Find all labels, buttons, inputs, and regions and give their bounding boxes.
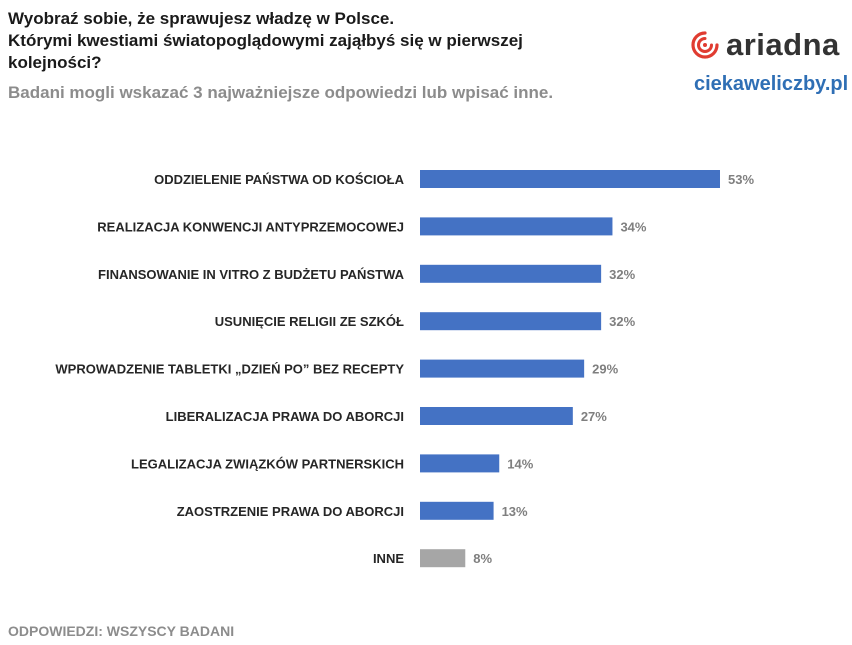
- value-label: 13%: [502, 504, 528, 519]
- value-label: 34%: [620, 219, 646, 234]
- category-label: REALIZACJA KONWENCJI ANTYPRZEMOCOWEJ: [97, 219, 404, 234]
- category-label: ZAOSTRZENIE PRAWA DO ABORCJI: [177, 504, 404, 519]
- value-label: 29%: [592, 362, 618, 377]
- bar: [420, 170, 720, 188]
- bar: [420, 454, 500, 473]
- bar: [420, 312, 602, 331]
- category-label: USUNIĘCIE RELIGII ZE SZKÓŁ: [215, 314, 404, 329]
- chart-title-line: Którymi kwestiami światopoglądowymi zają…: [8, 31, 523, 50]
- chart-title-line: kolejności?: [8, 53, 102, 72]
- bar-chart: ODDZIELENIE PAŃSTWA OD KOŚCIOŁA 53% REALIZ…: [55, 170, 754, 568]
- value-label: 8%: [473, 551, 492, 566]
- bar: [420, 549, 466, 568]
- bar: [420, 217, 613, 236]
- category-label: INNE: [373, 551, 404, 566]
- chart-subtitle: Badani mogli wskazać 3 najważniejsze odp…: [8, 83, 554, 102]
- chart-title: Wyobraź sobie, że sprawujesz władzę w Po…: [8, 8, 648, 74]
- value-label: 27%: [581, 409, 607, 424]
- value-label: 32%: [609, 314, 635, 329]
- bar: [420, 501, 494, 520]
- site-name: ciekaweliczby.pl: [694, 73, 849, 95]
- chart-title-line: Wyobraź sobie, że sprawujesz władzę w Po…: [8, 9, 395, 28]
- bar: [420, 264, 602, 283]
- bar: [420, 359, 585, 378]
- category-label: WPROWADZENIE TABLETKI „DZIEŃ PO” BEZ REC…: [55, 362, 404, 377]
- base-note: ODPOWIEDZI: WSZYSCY BADANI: [8, 623, 235, 639]
- value-label: 14%: [507, 456, 533, 471]
- bar: [420, 407, 573, 425]
- value-label: 32%: [609, 267, 635, 282]
- ariadna-logo: ariadna: [690, 26, 840, 64]
- category-label: LEGALIZACJA ZWIĄZKÓW PARTNERSKICH: [131, 456, 404, 471]
- category-label: FINANSOWANIE IN VITRO Z BUDŻETU PAŃSTWA: [98, 267, 405, 282]
- category-label: LIBERALIZACJA PRAWA DO ABORCJI: [166, 409, 404, 424]
- value-label: 53%: [728, 172, 754, 187]
- ariadna-logo-text: ariadna: [726, 27, 840, 62]
- ariadna-logo-icon: [691, 31, 719, 59]
- category-label: ODDZIELENIE PAŃSTWA OD KOŚCIOŁA: [154, 172, 405, 187]
